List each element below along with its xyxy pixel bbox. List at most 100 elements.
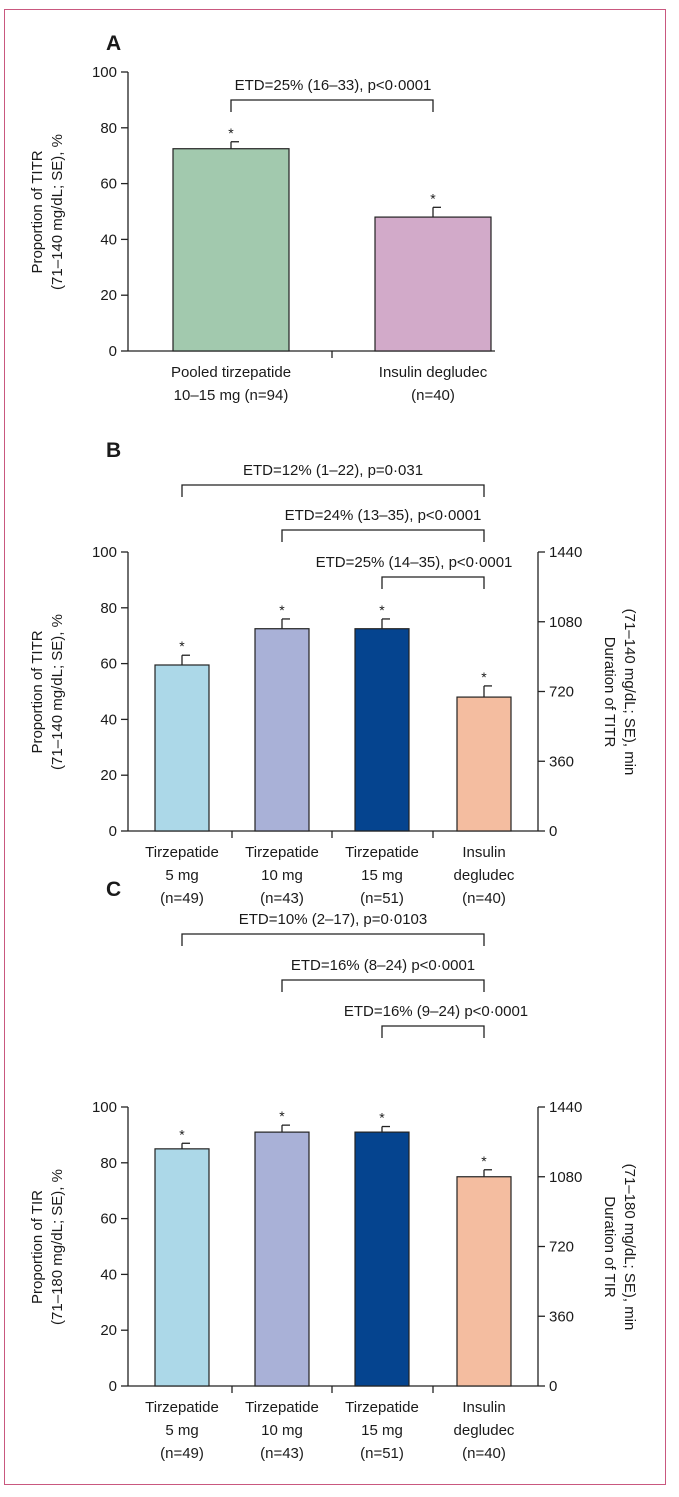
category-label: (n=40) [411, 387, 455, 404]
category-label: 5 mg [165, 867, 198, 884]
y-tick-label: 80 [100, 600, 117, 617]
panel-letter: C [106, 878, 121, 901]
panel-letter: B [106, 439, 121, 462]
y-tick-label: 100 [92, 544, 117, 561]
y2-tick-label: 1080 [549, 1169, 582, 1186]
category-label: (n=49) [160, 1445, 204, 1462]
significance-marker: * [430, 190, 436, 206]
y-tick-label: 40 [100, 711, 117, 728]
y-axis-title: (71–140 mg/dL; SE), % [49, 134, 66, 290]
y2-axis-title: Duration of TITR [601, 637, 618, 748]
significance-marker: * [179, 1126, 185, 1142]
category-label: (n=43) [260, 1445, 304, 1462]
bar [254, 628, 310, 832]
y2-axis-title: (71–140 mg/dL; SE), min [621, 609, 638, 776]
category-label: Insulin degludec [379, 364, 488, 381]
y-tick-label: 60 [100, 1211, 117, 1228]
category-label: degludec [454, 867, 515, 884]
category-label: Insulin [462, 844, 505, 861]
significance-marker: * [279, 602, 285, 618]
category-label: degludec [454, 1422, 515, 1439]
category-label: Insulin [462, 1399, 505, 1416]
y-axis-title: (71–180 mg/dL; SE), % [49, 1169, 66, 1325]
y-tick-label: 60 [100, 176, 117, 193]
comparison-label: ETD=10% (2–17), p=0·0103 [239, 911, 427, 928]
figure-frame [4, 9, 666, 1485]
y-tick-label: 20 [100, 1322, 117, 1339]
category-label: Pooled tirzepatide [171, 364, 291, 381]
comparison-bracket [381, 1025, 485, 1038]
y-axis-title: Proportion of TIR [29, 1190, 46, 1304]
y2-tick-label: 0 [549, 823, 557, 840]
bar [154, 1148, 210, 1387]
significance-marker: * [481, 1153, 487, 1169]
category-label: (n=43) [260, 890, 304, 907]
y-axis-title: Proportion of TITR [29, 150, 46, 273]
category-label: 5 mg [165, 1422, 198, 1439]
category-label: 10 mg [261, 867, 303, 884]
y2-tick-label: 0 [549, 1378, 557, 1395]
y-tick-label: 80 [100, 1155, 117, 1172]
bar [172, 148, 290, 352]
comparison-label: ETD=12% (1–22), p=0·031 [243, 462, 423, 479]
category-label: (n=51) [360, 890, 404, 907]
panel-a: A 0 20 40 60 80 100 Proportion of TITR (71–140 m… [29, 32, 495, 404]
category-label: (n=49) [160, 890, 204, 907]
y-tick-label: 20 [100, 287, 117, 304]
significance-marker: * [379, 1110, 385, 1126]
category-label: (n=51) [360, 1445, 404, 1462]
significance-marker: * [379, 602, 385, 618]
category-label: 10 mg [261, 1422, 303, 1439]
comparison-bracket [281, 529, 485, 542]
y-tick-label: 0 [109, 1378, 117, 1395]
significance-marker: * [481, 669, 487, 685]
comparison-bracket [181, 484, 485, 497]
category-label: (n=40) [462, 890, 506, 907]
comparison-bracket [381, 576, 485, 589]
bar [456, 696, 512, 832]
y-tick-label: 40 [100, 1266, 117, 1283]
y-axis-title: Proportion of TITR [29, 630, 46, 753]
y2-tick-label: 1440 [549, 544, 582, 561]
y-tick-label: 40 [100, 231, 117, 248]
significance-marker: * [179, 638, 185, 654]
comparison-label: ETD=24% (13–35), p<0·0001 [285, 507, 482, 524]
y-tick-label: 100 [92, 64, 117, 81]
category-label: Tirzepatide [145, 1399, 219, 1416]
comparison-bracket [230, 99, 434, 112]
category-label: 10–15 mg (n=94) [174, 387, 289, 404]
y-axis-title: (71–140 mg/dL; SE), % [49, 614, 66, 770]
category-label: (n=40) [462, 1445, 506, 1462]
category-label: Tirzepatide [145, 844, 219, 861]
y2-tick-label: 360 [549, 753, 574, 770]
y-tick-label: 0 [109, 823, 117, 840]
panel-letter: A [106, 32, 121, 55]
significance-marker: * [279, 1108, 285, 1124]
category-label: Tirzepatide [245, 844, 319, 861]
category-label: Tirzepatide [345, 1399, 419, 1416]
y2-tick-label: 1080 [549, 614, 582, 631]
bar [254, 1131, 310, 1387]
y-tick-label: 0 [109, 343, 117, 360]
category-label: 15 mg [361, 1422, 403, 1439]
y2-axis-title: Duration of TIR [601, 1196, 618, 1298]
y2-tick-label: 720 [549, 1239, 574, 1256]
significance-marker: * [228, 125, 234, 141]
y-tick-label: 20 [100, 767, 117, 784]
bar [154, 664, 210, 832]
y2-axis-title: (71–180 mg/dL; SE), min [621, 1164, 638, 1331]
y-tick-label: 80 [100, 120, 117, 137]
comparison-label: ETD=25% (16–33), p<0·0001 [235, 77, 432, 94]
bar [374, 216, 492, 352]
comparison-label: ETD=16% (9–24) p<0·0001 [344, 1003, 528, 1020]
comparison-label: ETD=16% (8–24) p<0·0001 [291, 957, 475, 974]
comparison-bracket [181, 933, 485, 946]
category-label: Tirzepatide [345, 844, 419, 861]
category-label: Tirzepatide [245, 1399, 319, 1416]
bar [354, 628, 410, 832]
bar [456, 1176, 512, 1387]
y2-tick-label: 720 [549, 684, 574, 701]
